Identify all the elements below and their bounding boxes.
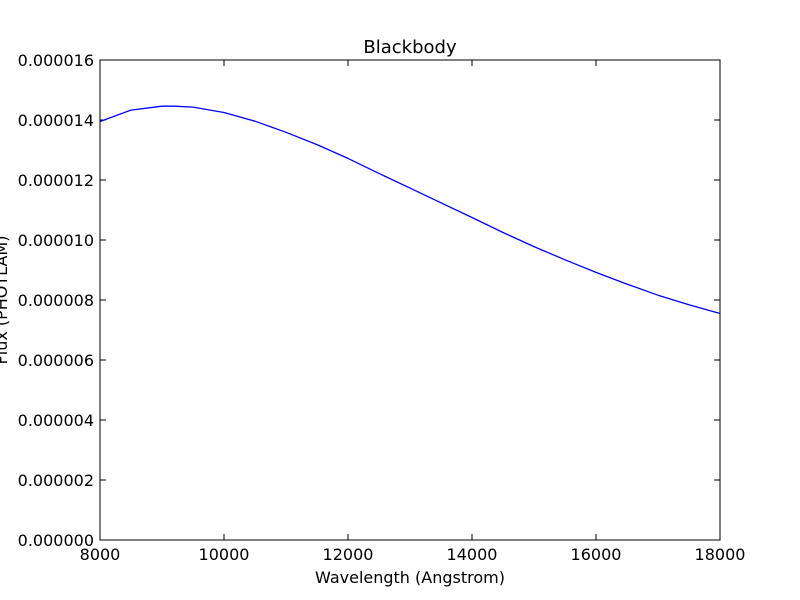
x-tick-label: 12000: [323, 545, 374, 564]
y-tick-label: 0.000012: [18, 171, 94, 190]
series-line-0: [99, 105, 721, 315]
y-tick-label: 0.000000: [18, 531, 94, 550]
x-tick-label: 18000: [695, 545, 746, 564]
x-tick-label: 8000: [80, 545, 121, 564]
y-tick-label: 0.000014: [18, 111, 94, 130]
ticks-group: 8000 10000 12000 14000 16000 18000 0.000000 0.0…: [18, 51, 746, 564]
x-axis-label: Wavelength (Angstrom): [315, 568, 505, 587]
plot-frame: [99, 59, 721, 541]
y-tick-label: 0.000008: [18, 291, 94, 310]
series-group: [99, 105, 721, 315]
x-tick-label: 10000: [199, 545, 250, 564]
y-axis-label: Flux (PHOTLAM): [0, 236, 11, 365]
y-tick-label: 0.000004: [18, 411, 94, 430]
chart-title: Blackbody: [363, 37, 457, 58]
y-tick-label: 0.000016: [18, 51, 94, 70]
x-tick-label: 14000: [447, 545, 498, 564]
y-tick-label: 0.000002: [18, 471, 94, 490]
y-tick-label: 0.000006: [18, 351, 94, 370]
y-tick-label: 0.000010: [18, 231, 94, 250]
x-tick-label: 16000: [571, 545, 622, 564]
